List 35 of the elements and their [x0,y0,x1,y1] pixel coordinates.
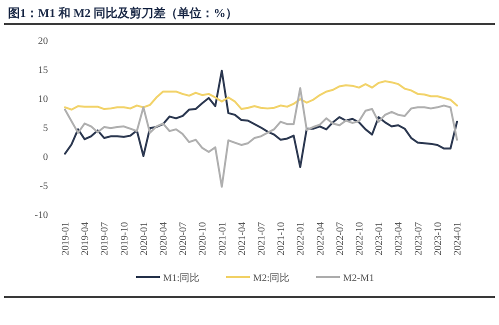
xtick: 2023-04 [394,222,405,256]
legend-item: M1:同比 [136,273,200,284]
xtick: 2022-07 [334,222,346,256]
xtick: 2024-01 [452,222,464,256]
xtick: 2021-07 [256,222,268,256]
xtick: 2019-07 [100,222,111,256]
ytick: -10 [34,210,48,221]
ytick: -5 [40,181,48,192]
legend-item: M2:同比 [226,273,290,284]
ytick: 15 [38,65,48,76]
ytick: 20 [38,36,48,47]
xtick: 2019-04 [80,222,92,256]
xtick: 2019-01 [60,222,72,256]
xtick: 2020-07 [178,222,190,256]
xtick: 2022-10 [354,222,366,256]
xtick: 2020-04 [158,222,170,256]
xtick: 2021-04 [236,222,248,256]
xtick: 2023-07 [413,222,424,256]
xtick: 2021-10 [276,222,288,256]
legend-label: M2:同比 [253,272,290,284]
title: 图1：M1 和 M2 同比及剪刀差（单位：%） [8,6,238,20]
xtick: 2023-01 [374,222,386,256]
xtick: 2022-01 [296,222,307,256]
legend-label: M2-M1 [343,273,374,284]
xtick: 2019-10 [119,222,130,256]
legend-item: M2-M1 [316,273,374,284]
xtick: 2021-01 [217,222,228,256]
xtick: 2020-01 [138,222,150,256]
ytick: 0 [43,152,48,163]
xtick: 2023-10 [432,222,444,256]
ytick: 10 [38,94,48,105]
xtick: 2020-10 [198,222,209,256]
ytick: 5 [43,123,48,134]
legend-label: M1:同比 [163,272,200,284]
xtick: 2022-04 [315,222,326,256]
